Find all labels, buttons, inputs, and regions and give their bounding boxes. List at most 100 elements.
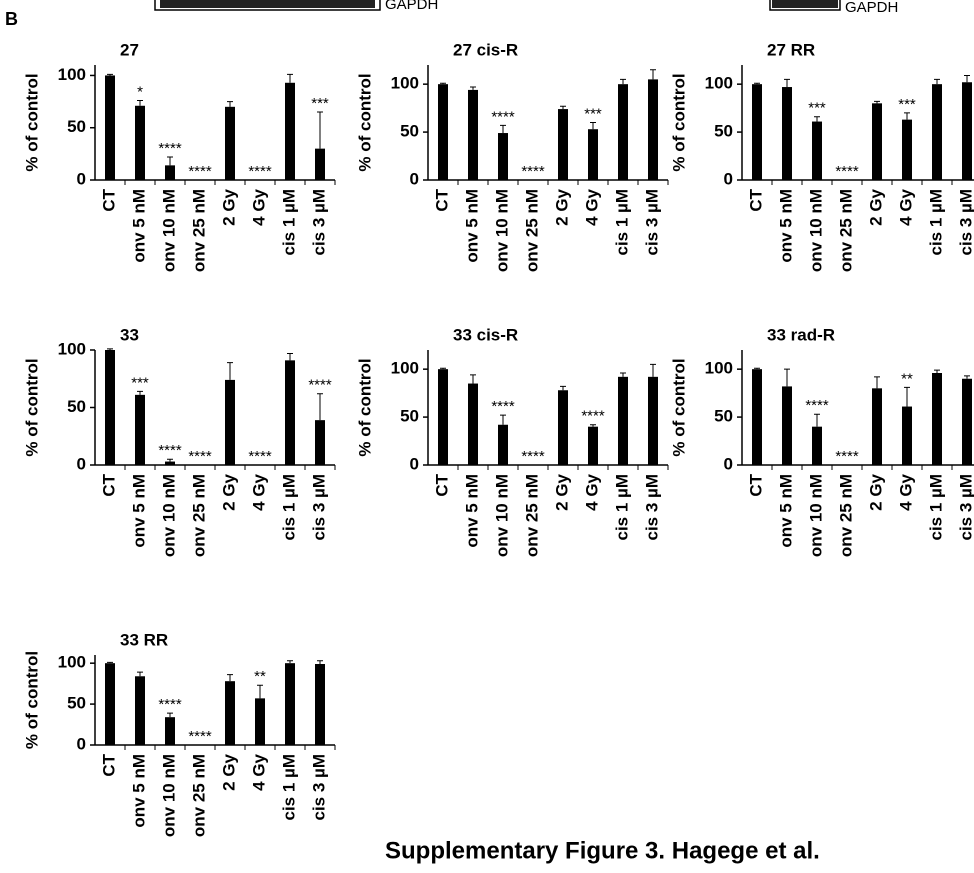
bar	[962, 82, 972, 180]
significance: **	[254, 668, 266, 685]
error-bar	[317, 660, 323, 664]
x-tick-label: onv 10 nM	[806, 189, 825, 272]
bar	[498, 133, 508, 180]
bar	[812, 121, 822, 180]
bar	[812, 426, 822, 465]
x-tick-label: CT	[746, 188, 765, 211]
y-tick-label: 50	[400, 407, 419, 426]
significance: ***	[898, 96, 916, 113]
error-bar	[500, 124, 506, 134]
bar	[468, 383, 478, 465]
x-tick-label: onv 10 nM	[159, 754, 178, 837]
error-bar	[227, 101, 233, 107]
x-tick-label: cis 3 µM	[956, 474, 974, 541]
error-bar	[934, 78, 940, 85]
x-tick-label: 2 Gy	[219, 473, 238, 510]
y-tick-label: 100	[58, 339, 86, 358]
x-tick-label: onv 5 nM	[129, 474, 148, 548]
blot-frame	[154, 0, 381, 11]
error-bar	[287, 352, 293, 361]
significance: ****	[158, 696, 182, 713]
x-tick-label: 2 Gy	[552, 473, 571, 510]
bar	[285, 663, 295, 745]
significance: ****	[248, 448, 272, 465]
x-tick-label: cis 1 µM	[612, 474, 631, 541]
y-axis-label: % of control	[355, 358, 374, 456]
significance: ***	[311, 95, 329, 112]
y-axis-label: % of control	[669, 73, 688, 171]
x-tick-label: CT	[99, 473, 118, 496]
error-bar	[620, 372, 626, 377]
error-bar	[470, 86, 476, 90]
x-tick-label: cis 3 µM	[309, 189, 328, 256]
x-tick-label: onv 25 nM	[522, 189, 541, 272]
significance: ****	[188, 728, 212, 745]
chart-title: 27 RR	[767, 40, 815, 59]
bar	[105, 75, 115, 180]
error-bar	[904, 112, 910, 120]
y-tick-label: 50	[67, 117, 86, 136]
x-tick-label: cis 1 µM	[279, 189, 298, 256]
error-bar	[650, 363, 656, 377]
bar	[105, 663, 115, 745]
significance: ****	[521, 163, 545, 180]
chart-title: 27	[120, 40, 139, 59]
significance: ****	[248, 163, 272, 180]
x-tick-label: 4 Gy	[896, 473, 915, 510]
significance: ****	[581, 408, 605, 425]
bar	[782, 386, 792, 465]
error-bar	[167, 712, 173, 718]
error-bar	[754, 367, 760, 370]
bar	[105, 350, 115, 465]
x-tick-label: onv 5 nM	[462, 474, 481, 548]
y-tick-label: 0	[410, 454, 419, 473]
bar	[285, 82, 295, 180]
bar	[588, 426, 598, 465]
bar	[225, 106, 235, 180]
x-tick-label: cis 3 µM	[956, 189, 974, 256]
error-bar	[167, 156, 173, 166]
bar	[648, 79, 658, 180]
blot-label: GAPDH	[385, 0, 438, 13]
error-bar	[560, 105, 566, 110]
y-axis-label: % of control	[355, 73, 374, 171]
error-bar	[227, 674, 233, 682]
error-bar	[287, 660, 293, 664]
bar	[588, 129, 598, 180]
x-tick-label: onv 10 nM	[159, 189, 178, 272]
significance: *	[137, 84, 143, 101]
error-bar	[620, 78, 626, 85]
bar	[782, 87, 792, 180]
error-bar	[964, 75, 970, 83]
x-tick-label: cis 1 µM	[612, 189, 631, 256]
significance: ****	[521, 448, 545, 465]
significance: ****	[308, 377, 332, 394]
error-bar	[107, 348, 113, 350]
error-bar	[590, 424, 596, 427]
y-tick-label: 50	[67, 397, 86, 416]
bar	[468, 89, 478, 180]
bar	[315, 420, 325, 465]
x-tick-label: onv 5 nM	[462, 189, 481, 263]
error-bar	[470, 374, 476, 384]
bar	[962, 378, 972, 465]
x-tick-label: onv 5 nM	[129, 189, 148, 263]
bar	[872, 103, 882, 180]
significance: ****	[835, 448, 859, 465]
caption: Supplementary Figure 3. Hagege et al.	[385, 837, 820, 864]
error-bar	[784, 368, 790, 387]
y-axis-label: % of control	[669, 358, 688, 456]
x-tick-label: onv 10 nM	[159, 474, 178, 557]
bar	[438, 369, 448, 465]
error-bar	[440, 82, 446, 85]
bar	[558, 109, 568, 180]
bar	[902, 119, 912, 180]
error-bar	[590, 122, 596, 130]
x-tick-label: 2 Gy	[219, 753, 238, 790]
y-tick-label: 50	[67, 694, 86, 713]
bar	[165, 461, 175, 465]
x-tick-label: onv 5 nM	[776, 189, 795, 263]
y-tick-label: 0	[724, 169, 733, 188]
blot-frame	[769, 0, 841, 11]
